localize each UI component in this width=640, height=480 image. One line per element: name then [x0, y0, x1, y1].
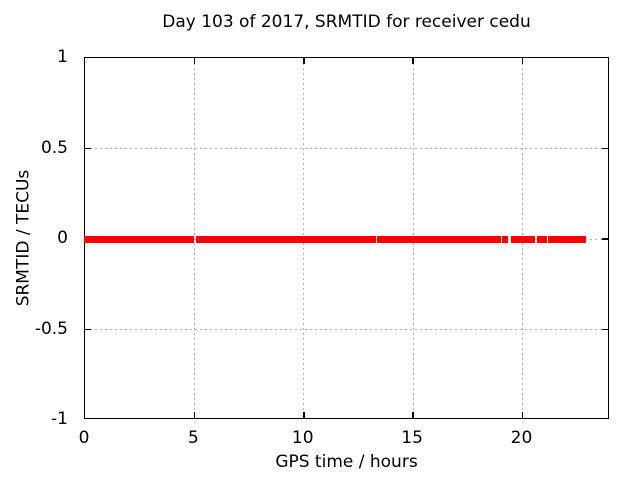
tick-mark-x-top — [193, 58, 196, 64]
data-segment — [201, 235, 338, 243]
tick-mark-y-right — [602, 238, 608, 240]
y-tick-label-0.5: 0.5 — [40, 137, 68, 158]
plot-area — [84, 57, 609, 419]
data-segment — [536, 235, 543, 243]
data-segment — [541, 235, 548, 243]
data-segment — [501, 235, 508, 243]
data-segment — [547, 235, 587, 243]
gridline-y-0.5 — [85, 148, 608, 149]
data-segment — [84, 235, 181, 243]
y-tick-label-0: 0 — [57, 228, 68, 248]
tick-mark-x-bottom — [303, 412, 305, 418]
data-segment — [196, 235, 202, 243]
x-tick-label-0: 0 — [78, 428, 90, 448]
gridline-x-5 — [193, 58, 195, 418]
x-tick-label-10: 10 — [291, 428, 314, 448]
tick-mark-x-bottom — [521, 412, 524, 418]
data-segment — [337, 235, 376, 243]
tick-mark-x-bottom — [193, 412, 196, 418]
tick-mark-x-top — [521, 58, 524, 64]
x-tick-label-20: 20 — [510, 428, 533, 448]
tick-mark-y-right — [602, 147, 608, 150]
y-tick-label--1: -1 — [51, 409, 68, 429]
tick-mark-x-bottom — [412, 412, 414, 418]
data-segment — [180, 235, 194, 243]
y-tick-label--0.5: -0.5 — [34, 318, 68, 339]
data-segment — [377, 235, 502, 243]
x-tick-label-15: 15 — [401, 428, 423, 448]
tick-mark-x-top — [303, 58, 305, 64]
tick-mark-y-left — [85, 147, 91, 150]
tick-mark-y-right — [602, 328, 608, 331]
data-segment — [510, 235, 536, 243]
x-axis-label: GPS time / hours — [275, 452, 418, 472]
tick-mark-y-left — [85, 328, 91, 331]
x-tick-label-5: 5 — [187, 428, 199, 448]
tick-mark-x-top — [412, 58, 414, 64]
y-tick-label-1: 1 — [57, 47, 68, 67]
gridline-y--0.5 — [85, 329, 608, 330]
chart-title: Day 103 of 2017, SRMTID for receiver ced… — [162, 12, 531, 32]
